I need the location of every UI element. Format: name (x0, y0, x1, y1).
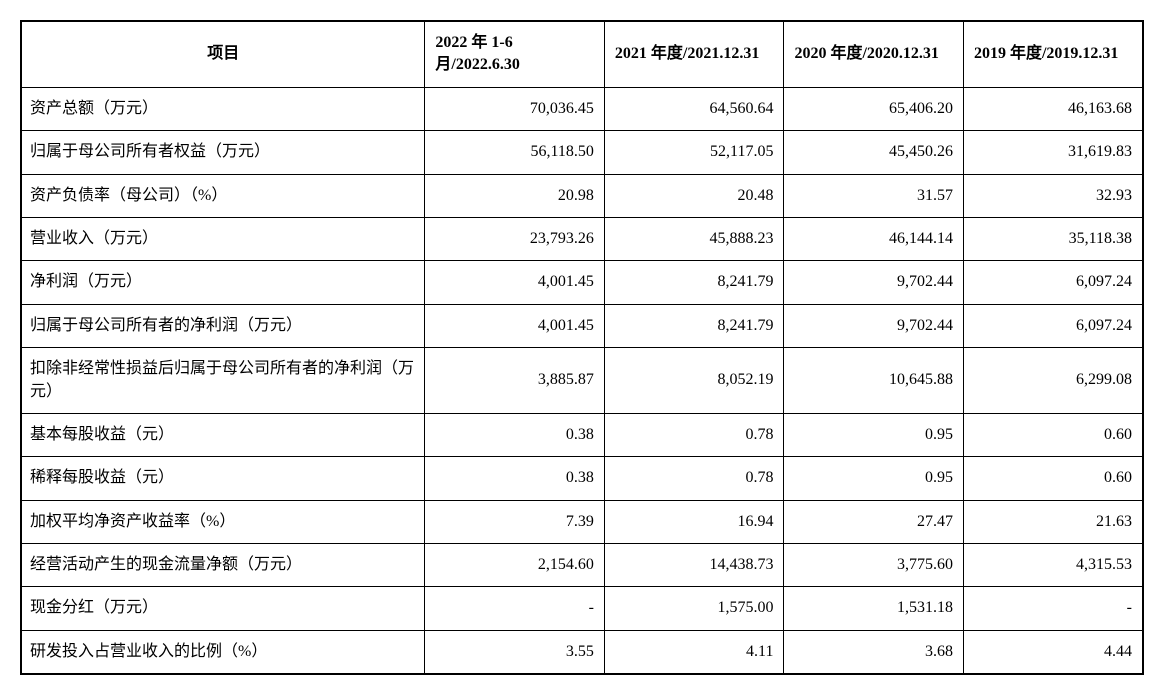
data-cell: 0.60 (963, 457, 1143, 500)
data-cell: 65,406.20 (784, 87, 964, 130)
financial-table-container: 项目 2022 年 1-6 月/2022.6.30 2021 年度/2021.1… (20, 20, 1144, 675)
data-cell: 32.93 (963, 174, 1143, 217)
data-cell: 7.39 (425, 500, 605, 543)
data-cell: 20.98 (425, 174, 605, 217)
item-label: 现金分红（万元） (21, 587, 425, 630)
table-row: 扣除非经常性损益后归属于母公司所有者的净利润（万元） 3,885.87 8,05… (21, 348, 1143, 414)
data-cell: 3,775.60 (784, 544, 964, 587)
data-cell: 10,645.88 (784, 348, 964, 414)
header-row: 项目 2022 年 1-6 月/2022.6.30 2021 年度/2021.1… (21, 21, 1143, 87)
data-cell: 4,315.53 (963, 544, 1143, 587)
data-cell: 56,118.50 (425, 131, 605, 174)
table-row: 归属于母公司所有者权益（万元） 56,118.50 52,117.05 45,4… (21, 131, 1143, 174)
data-cell: 3.68 (784, 630, 964, 674)
header-item: 项目 (21, 21, 425, 87)
table-row: 归属于母公司所有者的净利润（万元） 4,001.45 8,241.79 9,70… (21, 304, 1143, 347)
data-cell: 4.44 (963, 630, 1143, 674)
item-label: 净利润（万元） (21, 261, 425, 304)
data-cell: 4.11 (604, 630, 784, 674)
data-cell: 0.38 (425, 457, 605, 500)
data-cell: 20.48 (604, 174, 784, 217)
table-row: 经营活动产生的现金流量净额（万元） 2,154.60 14,438.73 3,7… (21, 544, 1143, 587)
item-label: 经营活动产生的现金流量净额（万元） (21, 544, 425, 587)
data-cell: 21.63 (963, 500, 1143, 543)
item-label: 扣除非经常性损益后归属于母公司所有者的净利润（万元） (21, 348, 425, 414)
item-label: 加权平均净资产收益率（%） (21, 500, 425, 543)
data-cell: 35,118.38 (963, 217, 1143, 260)
data-cell: 46,163.68 (963, 87, 1143, 130)
header-2020: 2020 年度/2020.12.31 (784, 21, 964, 87)
table-header: 项目 2022 年 1-6 月/2022.6.30 2021 年度/2021.1… (21, 21, 1143, 87)
table-row: 资产总额（万元） 70,036.45 64,560.64 65,406.20 4… (21, 87, 1143, 130)
item-label: 归属于母公司所有者权益（万元） (21, 131, 425, 174)
data-cell: 8,052.19 (604, 348, 784, 414)
header-2019: 2019 年度/2019.12.31 (963, 21, 1143, 87)
item-label: 稀释每股收益（元） (21, 457, 425, 500)
data-cell: 27.47 (784, 500, 964, 543)
data-cell: 2,154.60 (425, 544, 605, 587)
data-cell: 31,619.83 (963, 131, 1143, 174)
financial-table: 项目 2022 年 1-6 月/2022.6.30 2021 年度/2021.1… (20, 20, 1144, 675)
table-row: 研发投入占营业收入的比例（%） 3.55 4.11 3.68 4.44 (21, 630, 1143, 674)
item-label: 归属于母公司所有者的净利润（万元） (21, 304, 425, 347)
table-row: 稀释每股收益（元） 0.38 0.78 0.95 0.60 (21, 457, 1143, 500)
data-cell: 3.55 (425, 630, 605, 674)
item-label: 研发投入占营业收入的比例（%） (21, 630, 425, 674)
data-cell: 52,117.05 (604, 131, 784, 174)
data-cell: 64,560.64 (604, 87, 784, 130)
data-cell: 31.57 (784, 174, 964, 217)
data-cell: 0.38 (425, 413, 605, 456)
data-cell: 8,241.79 (604, 261, 784, 304)
data-cell: - (425, 587, 605, 630)
item-label: 基本每股收益（元） (21, 413, 425, 456)
table-row: 基本每股收益（元） 0.38 0.78 0.95 0.60 (21, 413, 1143, 456)
header-2021: 2021 年度/2021.12.31 (604, 21, 784, 87)
data-cell: 4,001.45 (425, 304, 605, 347)
data-cell: 16.94 (604, 500, 784, 543)
data-cell: 9,702.44 (784, 261, 964, 304)
data-cell: 0.78 (604, 457, 784, 500)
data-cell: 4,001.45 (425, 261, 605, 304)
data-cell: - (963, 587, 1143, 630)
table-row: 营业收入（万元） 23,793.26 45,888.23 46,144.14 3… (21, 217, 1143, 260)
data-cell: 6,097.24 (963, 304, 1143, 347)
item-label: 营业收入（万元） (21, 217, 425, 260)
table-row: 加权平均净资产收益率（%） 7.39 16.94 27.47 21.63 (21, 500, 1143, 543)
data-cell: 8,241.79 (604, 304, 784, 347)
table-row: 净利润（万元） 4,001.45 8,241.79 9,702.44 6,097… (21, 261, 1143, 304)
data-cell: 46,144.14 (784, 217, 964, 260)
data-cell: 70,036.45 (425, 87, 605, 130)
data-cell: 45,450.26 (784, 131, 964, 174)
table-row: 现金分红（万元） - 1,575.00 1,531.18 - (21, 587, 1143, 630)
data-cell: 1,575.00 (604, 587, 784, 630)
item-label: 资产负债率（母公司）（%） (21, 174, 425, 217)
data-cell: 23,793.26 (425, 217, 605, 260)
data-cell: 6,097.24 (963, 261, 1143, 304)
data-cell: 0.95 (784, 413, 964, 456)
data-cell: 0.60 (963, 413, 1143, 456)
table-row: 资产负债率（母公司）（%） 20.98 20.48 31.57 32.93 (21, 174, 1143, 217)
data-cell: 9,702.44 (784, 304, 964, 347)
data-cell: 0.78 (604, 413, 784, 456)
table-body: 资产总额（万元） 70,036.45 64,560.64 65,406.20 4… (21, 87, 1143, 674)
data-cell: 0.95 (784, 457, 964, 500)
data-cell: 1,531.18 (784, 587, 964, 630)
item-label: 资产总额（万元） (21, 87, 425, 130)
data-cell: 14,438.73 (604, 544, 784, 587)
data-cell: 6,299.08 (963, 348, 1143, 414)
header-2022h1: 2022 年 1-6 月/2022.6.30 (425, 21, 605, 87)
data-cell: 45,888.23 (604, 217, 784, 260)
data-cell: 3,885.87 (425, 348, 605, 414)
